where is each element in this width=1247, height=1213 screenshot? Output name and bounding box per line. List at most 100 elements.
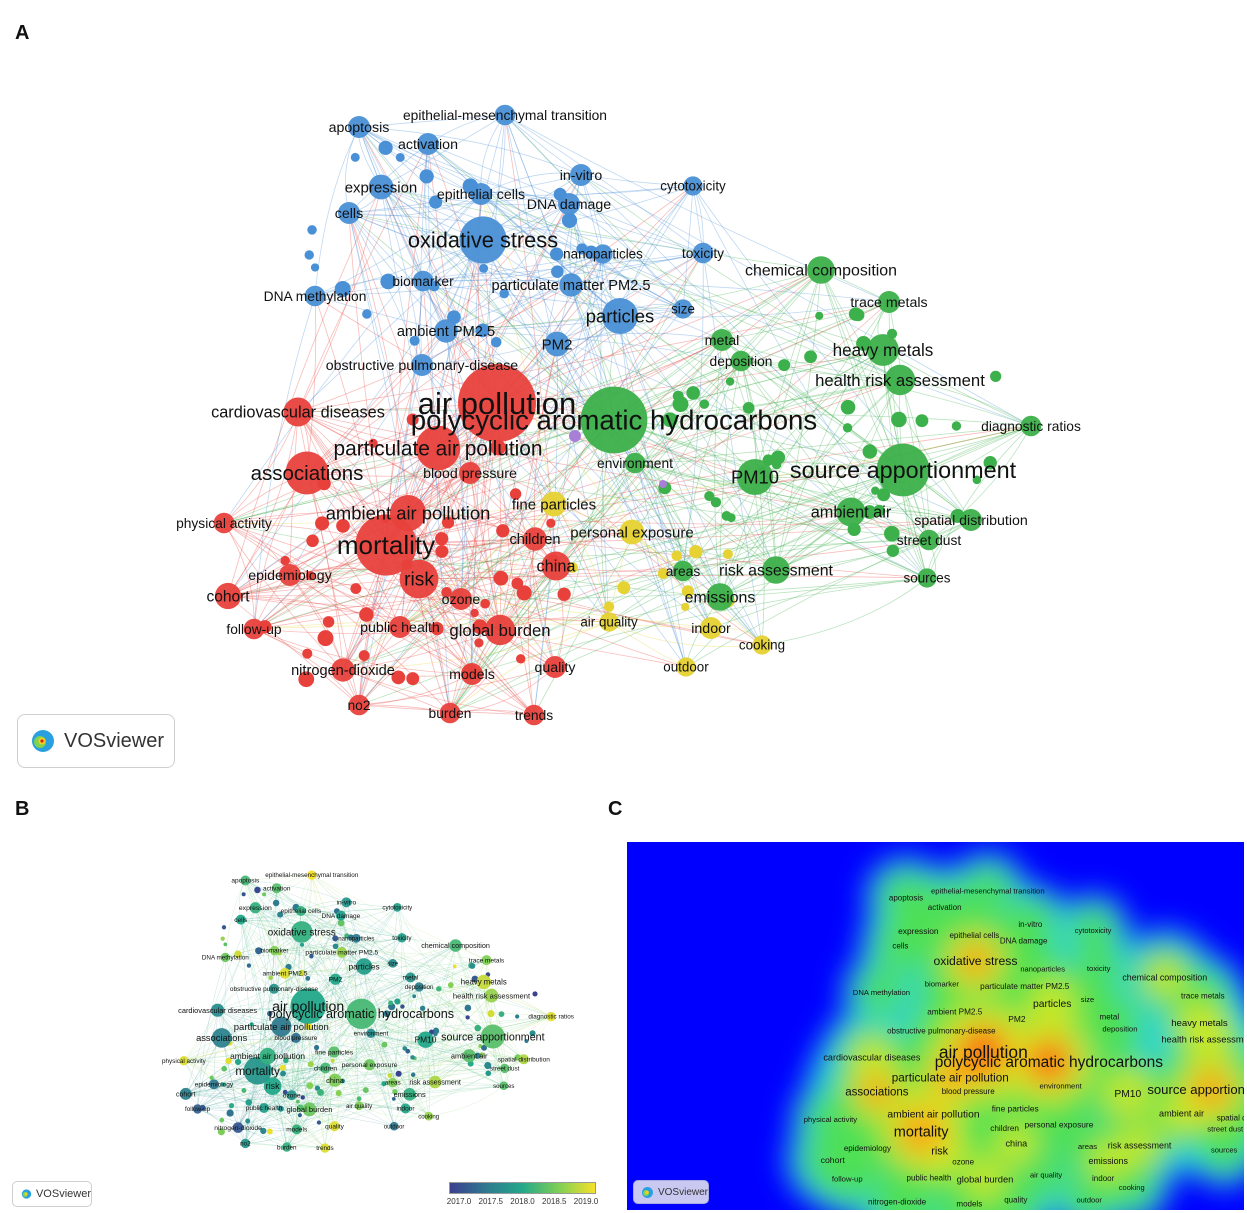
keyword-node-quality[interactable] — [329, 1121, 340, 1132]
keyword-node-cardiovascular-diseases[interactable] — [210, 1003, 225, 1017]
keyword-node-ambient-air-pollution[interactable] — [259, 1047, 276, 1065]
keyword-node-emissions[interactable] — [403, 1088, 416, 1101]
keyword-node-risk[interactable] — [399, 559, 439, 599]
keyword-node-global-burden[interactable] — [302, 1102, 317, 1117]
keyword-node-follow-up[interactable] — [192, 1104, 203, 1114]
keyword-node-chemical-composition[interactable] — [449, 939, 462, 952]
keyword-node-models[interactable] — [291, 1124, 302, 1135]
keyword-node-environment[interactable] — [366, 1028, 376, 1039]
keyword-node-oxidative-stress[interactable] — [291, 921, 313, 943]
keyword-node-polycyclic-aromatic-hydrocarbons[interactable] — [580, 386, 648, 454]
keyword-node-apoptosis[interactable] — [348, 116, 370, 138]
keyword-node-environment[interactable] — [624, 452, 646, 474]
keyword-node-ambient-pm2-5[interactable] — [434, 319, 458, 343]
keyword-node-chemical-composition[interactable] — [807, 256, 835, 284]
keyword-node-epithelial-mesenchymal-transition[interactable] — [494, 104, 516, 126]
keyword-node-obstructive-pulmonary-disease[interactable] — [411, 354, 433, 376]
keyword-node-sources[interactable] — [917, 568, 937, 588]
keyword-node-pm2[interactable] — [544, 331, 570, 357]
keyword-node-air-pollution[interactable] — [458, 364, 536, 442]
keyword-node-physical-activity[interactable] — [179, 1055, 189, 1066]
keyword-node-children[interactable] — [523, 527, 547, 551]
keyword-node-global-burden[interactable] — [484, 614, 516, 646]
keyword-node-nitrogen-dioxide[interactable] — [331, 658, 355, 682]
keyword-node-in-vitro[interactable] — [341, 897, 352, 908]
keyword-node-pm10[interactable] — [417, 1031, 434, 1048]
keyword-node-follow-up[interactable] — [243, 618, 265, 640]
keyword-node-risk-assessment[interactable] — [428, 1075, 442, 1089]
keyword-node-heavy-metals[interactable] — [476, 974, 491, 990]
keyword-node-polycyclic-aromatic-hydrocarbons[interactable] — [346, 998, 377, 1029]
keyword-node-in-vitro[interactable] — [570, 164, 592, 186]
keyword-node-risk-assessment[interactable] — [762, 556, 790, 584]
keyword-node-cohort[interactable] — [179, 1087, 192, 1100]
keyword-node-size[interactable] — [388, 958, 398, 968]
keyword-node-street-dust[interactable] — [918, 529, 940, 551]
keyword-node-public-health[interactable] — [389, 616, 411, 638]
keyword-node-cells[interactable] — [338, 202, 360, 224]
keyword-node-health-risk-assessment[interactable] — [884, 364, 916, 396]
keyword-node-fine-particles[interactable] — [328, 1046, 340, 1058]
keyword-node-blood-pressure[interactable] — [459, 462, 481, 484]
keyword-node-indoor[interactable] — [700, 617, 722, 639]
keyword-node-no2[interactable] — [348, 694, 370, 716]
keyword-node-oxidative-stress[interactable] — [459, 216, 507, 264]
keyword-node-ambient-air[interactable] — [836, 497, 866, 527]
keyword-node-size[interactable] — [673, 299, 693, 319]
keyword-node-outdoor[interactable] — [389, 1121, 399, 1131]
keyword-node-pm10[interactable] — [737, 459, 773, 495]
keyword-node-outdoor[interactable] — [676, 657, 696, 677]
keyword-node-air-quality[interactable] — [599, 612, 619, 632]
keyword-node-trace-metals[interactable] — [481, 955, 492, 966]
keyword-node-metal[interactable] — [711, 329, 733, 351]
keyword-node-trends[interactable] — [523, 704, 545, 726]
keyword-node-expression[interactable] — [368, 174, 394, 200]
keyword-node-ambient-air[interactable] — [462, 1049, 476, 1063]
keyword-node-children[interactable] — [320, 1062, 331, 1074]
keyword-node-personal-exposure[interactable] — [363, 1059, 376, 1071]
keyword-node-cohort[interactable] — [214, 582, 242, 610]
keyword-node-source-apportionment[interactable] — [876, 443, 930, 497]
keyword-node-particles[interactable] — [355, 958, 373, 975]
keyword-node-epithelial-cells[interactable] — [295, 905, 306, 916]
keyword-node-cardiovascular-diseases[interactable] — [283, 397, 313, 427]
keyword-node-biomarker[interactable] — [269, 945, 280, 956]
keyword-node-deposition[interactable] — [730, 350, 752, 372]
keyword-node-china[interactable] — [328, 1073, 342, 1087]
keyword-node-nanoparticles[interactable] — [593, 244, 613, 264]
keyword-node-diagnostic-ratios[interactable] — [1020, 415, 1042, 437]
keyword-node-cooking[interactable] — [424, 1111, 434, 1121]
keyword-node-heavy-metals[interactable] — [867, 334, 899, 366]
keyword-node-ambient-pm2-5[interactable] — [279, 967, 291, 979]
keyword-node-deposition[interactable] — [414, 982, 424, 992]
keyword-node-cytotoxicity[interactable] — [392, 902, 402, 912]
keyword-node-models[interactable] — [461, 663, 483, 685]
keyword-node-sources[interactable] — [499, 1081, 509, 1091]
keyword-node-associations[interactable] — [285, 451, 329, 495]
keyword-node-indoor[interactable] — [400, 1103, 411, 1114]
keyword-node-epidemiology[interactable] — [279, 564, 301, 586]
keyword-node-nitrogen-dioxide[interactable] — [232, 1122, 244, 1133]
keyword-node-pm2[interactable] — [329, 973, 342, 985]
keyword-node-particulate-matter-pm2-5[interactable] — [559, 273, 583, 297]
keyword-node-burden[interactable] — [282, 1142, 292, 1152]
keyword-node-spatial-distribution[interactable] — [960, 509, 982, 531]
keyword-node-cytotoxicity[interactable] — [683, 176, 703, 196]
keyword-node-dna-methylation[interactable] — [220, 952, 231, 963]
keyword-node-areas[interactable] — [672, 560, 694, 582]
keyword-node-source-apportionment[interactable] — [480, 1024, 505, 1049]
keyword-node-particulate-matter-pm2-5[interactable] — [336, 947, 348, 958]
keyword-node-epithelial-mesenchymal-transition[interactable] — [307, 870, 317, 880]
keyword-node-trace-metals[interactable] — [878, 291, 900, 313]
keyword-node-obstructive-pulmonary-disease[interactable] — [269, 983, 280, 994]
keyword-node-emissions[interactable] — [706, 583, 734, 611]
keyword-node-activation[interactable] — [417, 133, 439, 155]
keyword-node-metal[interactable] — [405, 972, 416, 983]
keyword-node-dna-methylation[interactable] — [304, 285, 326, 307]
keyword-node-areas[interactable] — [388, 1077, 398, 1088]
keyword-node-epidemiology[interactable] — [208, 1079, 219, 1090]
keyword-node-dna-damage[interactable] — [558, 193, 580, 215]
